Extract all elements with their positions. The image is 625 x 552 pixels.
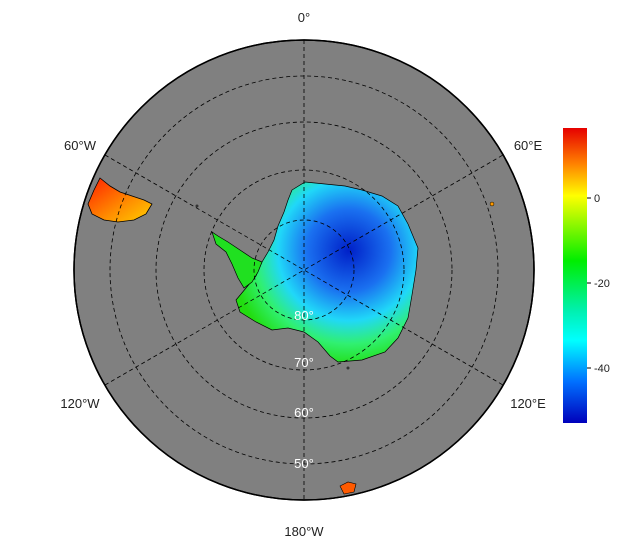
antarctica-landmass [235,181,419,363]
colorbar-ticks [587,197,591,369]
colorbar [563,128,587,423]
lat-label-50: 50° [294,456,314,471]
island-south [339,481,357,495]
lat-label-60: 60° [294,405,314,420]
lon-label-120e: 120°E [510,396,546,411]
graticule [104,40,504,500]
island-dot [195,204,199,208]
colorbar-tick-minus20: -20 [594,278,610,290]
south-america-tip [87,177,153,223]
island-dot [489,201,495,207]
colorbar-tick-0: 0 [594,193,600,205]
lat-label-70: 70° [294,355,314,370]
lon-label-60e: 60°E [514,138,543,153]
lat-label-80: 80° [294,308,314,323]
island-dot [346,366,350,370]
lon-label-60w: 60°W [64,138,97,153]
colorbar-tick-minus40: -40 [594,363,610,375]
lon-label-120w: 120°W [60,396,100,411]
lon-label-0: 0° [298,10,310,25]
lon-label-180: 180°W [284,524,324,539]
antarctic-peninsula [211,231,263,289]
